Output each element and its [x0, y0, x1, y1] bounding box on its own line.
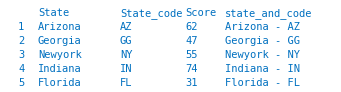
Text: 31: 31	[185, 78, 197, 88]
Text: 2: 2	[18, 36, 24, 46]
Text: 5: 5	[18, 78, 24, 88]
Text: 1: 1	[18, 22, 24, 32]
Text: Florida: Florida	[38, 78, 82, 88]
Text: Florida - FL: Florida - FL	[225, 78, 300, 88]
Text: FL: FL	[120, 78, 133, 88]
Text: Arizona: Arizona	[38, 22, 82, 32]
Text: 62: 62	[185, 22, 197, 32]
Text: GG: GG	[120, 36, 133, 46]
Text: NY: NY	[120, 50, 133, 60]
Text: 74: 74	[185, 64, 197, 74]
Text: AZ: AZ	[120, 22, 133, 32]
Text: 4: 4	[18, 64, 24, 74]
Text: State_code: State_code	[120, 8, 182, 19]
Text: Score: Score	[185, 8, 216, 18]
Text: Indiana: Indiana	[38, 64, 82, 74]
Text: Newyork: Newyork	[38, 50, 82, 60]
Text: Georgia: Georgia	[38, 36, 82, 46]
Text: 55: 55	[185, 50, 197, 60]
Text: IN: IN	[120, 64, 133, 74]
Text: Indiana - IN: Indiana - IN	[225, 64, 300, 74]
Text: Arizona - AZ: Arizona - AZ	[225, 22, 300, 32]
Text: Georgia - GG: Georgia - GG	[225, 36, 300, 46]
Text: 47: 47	[185, 36, 197, 46]
Text: state_and_code: state_and_code	[225, 8, 312, 19]
Text: Newyork - NY: Newyork - NY	[225, 50, 300, 60]
Text: 3: 3	[18, 50, 24, 60]
Text: State: State	[38, 8, 69, 18]
